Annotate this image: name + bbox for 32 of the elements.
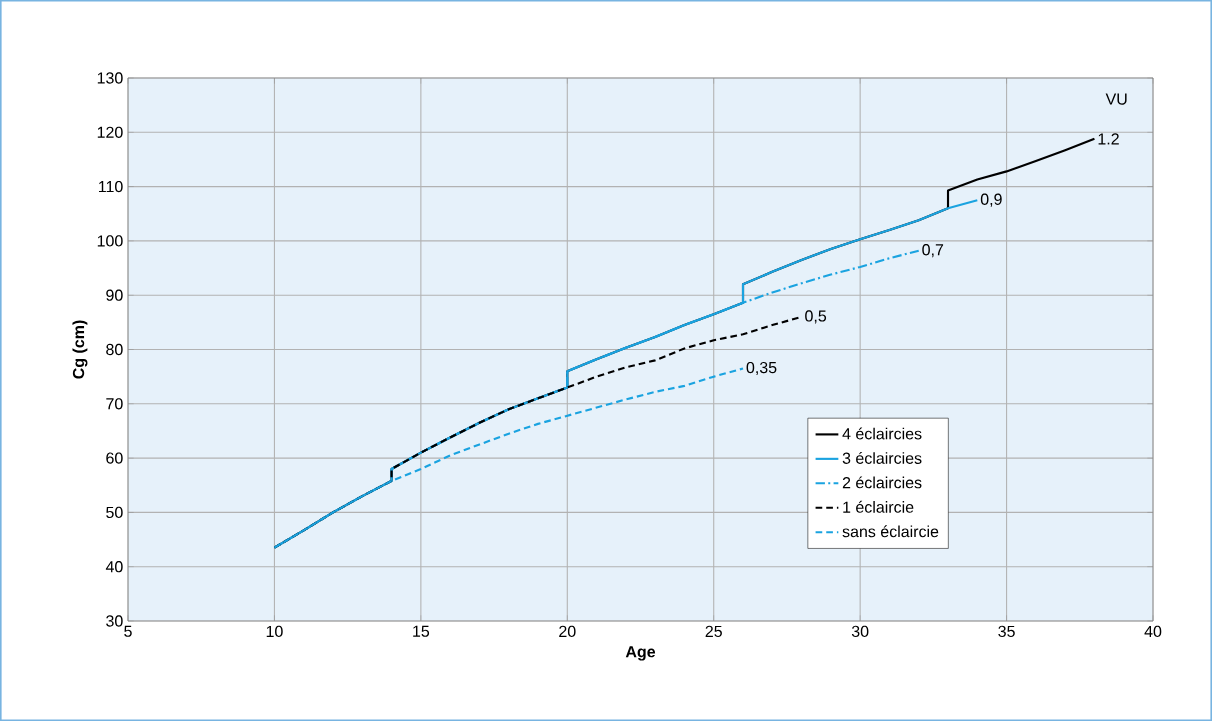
legend-label: 3 éclaircies: [842, 451, 922, 464]
legend-label: 2 éclaircies: [842, 476, 922, 489]
legend-label: 1 éclaircie: [843, 500, 914, 513]
x-tick-label: 20: [559, 625, 576, 638]
y-axis-title: Cg (cm): [72, 320, 88, 379]
y-tick-label: 110: [99, 180, 123, 193]
annotation: VU: [1105, 93, 1127, 105]
x-axis-title: Age: [625, 646, 656, 661]
x-tick-label: 30: [851, 625, 869, 638]
x-tick-label: 25: [705, 625, 722, 638]
y-tick-label: 120: [97, 126, 123, 138]
y-tick-label: 80: [106, 343, 123, 356]
x-tick-label: 5: [124, 625, 132, 637]
y-tick-label: 50: [106, 506, 123, 519]
y-tick-label: 90: [106, 289, 123, 301]
annotation: 0,5: [805, 310, 827, 324]
y-tick-label: 130: [97, 72, 123, 84]
legend-label: sans éclaircie: [842, 525, 939, 538]
x-tick-label: 15: [413, 625, 430, 637]
y-tick-label: 60: [106, 452, 123, 464]
y-tick-label: 100: [97, 235, 123, 247]
y-tick-label: 40: [105, 561, 123, 573]
x-tick-label: 10: [266, 625, 283, 638]
x-tick-label: 40: [1144, 625, 1162, 638]
y-tick-label: 30: [106, 615, 123, 627]
x-tick-label: 35: [998, 625, 1015, 638]
annotation: 0,35: [746, 361, 777, 376]
y-tick-label: 70: [106, 398, 123, 410]
annotation: 0,7: [922, 244, 944, 258]
legend-label: 4 éclaircies: [842, 427, 922, 440]
annotation: 1.2: [1098, 133, 1119, 145]
annotation: 0,9: [980, 193, 1002, 207]
